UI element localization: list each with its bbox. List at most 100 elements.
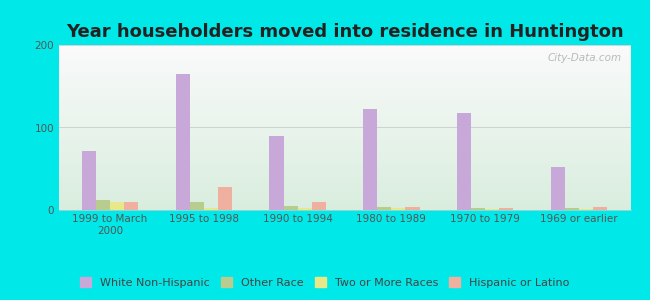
- Bar: [58, 199, 630, 200]
- Bar: [58, 169, 630, 170]
- Text: City-Data.com: City-Data.com: [548, 53, 622, 63]
- Bar: [58, 164, 630, 165]
- Bar: [58, 203, 630, 205]
- Bar: [58, 141, 630, 142]
- Bar: [58, 81, 630, 83]
- Bar: [58, 91, 630, 93]
- Bar: [58, 65, 630, 66]
- Bar: [58, 207, 630, 208]
- Bar: [58, 88, 630, 89]
- Bar: [58, 192, 630, 194]
- Bar: [58, 175, 630, 177]
- Bar: [298, 208, 312, 210]
- Bar: [312, 202, 326, 210]
- Bar: [58, 89, 630, 91]
- Bar: [58, 134, 630, 136]
- Bar: [58, 73, 630, 75]
- Bar: [283, 206, 298, 210]
- Bar: [58, 76, 630, 78]
- Bar: [58, 121, 630, 122]
- Bar: [58, 52, 630, 53]
- Bar: [58, 83, 630, 85]
- Bar: [58, 94, 630, 96]
- Bar: [58, 194, 630, 195]
- Bar: [58, 182, 630, 184]
- Bar: [58, 165, 630, 167]
- Bar: [58, 80, 630, 81]
- Bar: [58, 185, 630, 187]
- Bar: [58, 109, 630, 111]
- Bar: [565, 208, 579, 210]
- Bar: [58, 142, 630, 144]
- Bar: [58, 177, 630, 178]
- Bar: [58, 114, 630, 116]
- Bar: [58, 146, 630, 147]
- Bar: [58, 75, 630, 76]
- Bar: [58, 136, 630, 137]
- Bar: [58, 147, 630, 149]
- Bar: [204, 208, 218, 210]
- Bar: [58, 63, 630, 65]
- Bar: [58, 124, 630, 126]
- Bar: [218, 187, 232, 210]
- Bar: [58, 112, 630, 114]
- Bar: [110, 202, 124, 210]
- Bar: [363, 109, 377, 210]
- Bar: [58, 152, 630, 154]
- Bar: [58, 159, 630, 160]
- Bar: [58, 103, 630, 104]
- Bar: [391, 208, 406, 210]
- Bar: [457, 112, 471, 210]
- Bar: [58, 46, 630, 48]
- Bar: [58, 98, 630, 99]
- Bar: [58, 137, 630, 139]
- Bar: [58, 101, 630, 103]
- Bar: [58, 71, 630, 73]
- Bar: [551, 167, 565, 210]
- Bar: [58, 66, 630, 68]
- Bar: [58, 167, 630, 169]
- Bar: [58, 129, 630, 131]
- Bar: [499, 208, 514, 210]
- Bar: [58, 172, 630, 174]
- Bar: [58, 200, 630, 202]
- Bar: [58, 78, 630, 80]
- Bar: [58, 188, 630, 190]
- Bar: [377, 207, 391, 210]
- Title: Year householders moved into residence in Huntington: Year householders moved into residence i…: [66, 23, 623, 41]
- Bar: [58, 178, 630, 180]
- Bar: [58, 139, 630, 141]
- Bar: [58, 70, 630, 71]
- Bar: [58, 61, 630, 63]
- Bar: [82, 151, 96, 210]
- Bar: [58, 119, 630, 121]
- Bar: [58, 202, 630, 203]
- Bar: [58, 155, 630, 157]
- Bar: [58, 56, 630, 58]
- Bar: [270, 136, 283, 210]
- Bar: [58, 53, 630, 55]
- Bar: [190, 202, 204, 210]
- Bar: [58, 162, 630, 164]
- Bar: [58, 106, 630, 108]
- Bar: [176, 74, 190, 210]
- Bar: [58, 45, 630, 46]
- Bar: [58, 50, 630, 52]
- Bar: [58, 118, 630, 119]
- Bar: [58, 154, 630, 155]
- Legend: White Non-Hispanic, Other Race, Two or More Races, Hispanic or Latino: White Non-Hispanic, Other Race, Two or M…: [77, 274, 573, 291]
- Bar: [58, 48, 630, 50]
- Bar: [58, 187, 630, 188]
- Bar: [58, 60, 630, 61]
- Bar: [58, 86, 630, 88]
- Bar: [58, 149, 630, 151]
- Bar: [58, 126, 630, 128]
- Bar: [58, 180, 630, 182]
- Bar: [58, 197, 630, 199]
- Bar: [58, 96, 630, 98]
- Bar: [58, 111, 630, 112]
- Bar: [58, 104, 630, 106]
- Bar: [485, 209, 499, 210]
- Bar: [58, 116, 630, 118]
- Bar: [58, 157, 630, 159]
